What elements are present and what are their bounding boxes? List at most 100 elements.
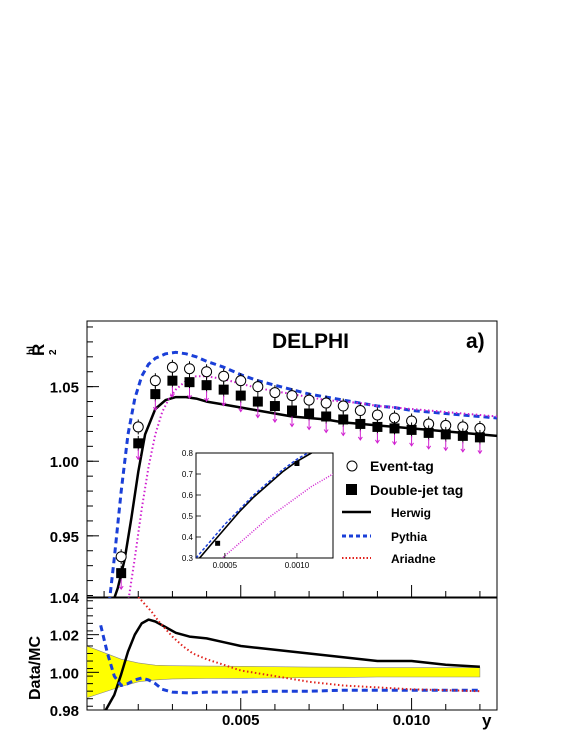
event-tag-point <box>218 368 230 384</box>
double-jet-tag-marker <box>474 432 485 443</box>
panel-label: a) <box>466 330 485 353</box>
systematic-arrow-head <box>187 394 192 400</box>
systematic-arrow-head <box>375 439 380 444</box>
event-tag-point <box>115 549 127 565</box>
inset-herwig-line <box>198 453 314 558</box>
event-tag-marker <box>166 361 178 373</box>
double-jet-tag-marker <box>338 414 349 425</box>
event-tag-marker <box>218 370 230 382</box>
double-jet-tag-marker <box>150 389 161 400</box>
systematic-arrow-head <box>409 442 414 447</box>
event-tag-point <box>132 419 144 435</box>
series-ariadne-line <box>127 375 497 598</box>
chart-title: DELPHI <box>272 330 349 353</box>
ratio-y-tick-label: 0.98 <box>50 703 79 720</box>
legend-double-jet-tag-label: Double-jet tag <box>370 482 463 498</box>
systematic-arrow-head <box>255 414 261 419</box>
systematic-arrow-head <box>289 423 295 428</box>
inset-curves-layer <box>196 453 333 558</box>
event-tag-point <box>184 361 195 377</box>
main-y-axis-label: R bl 2 <box>26 344 59 356</box>
event-tag-marker <box>201 366 213 378</box>
systematic-arrow-head <box>221 402 227 407</box>
event-tag-point <box>235 373 247 389</box>
double-jet-tag-marker <box>269 401 280 412</box>
double-jet-tag-point <box>201 377 212 393</box>
event-tag-marker <box>235 375 247 387</box>
legend-event-tag-marker <box>346 460 358 472</box>
event-tag-marker <box>354 405 366 417</box>
systematic-arrow-head <box>392 441 397 446</box>
double-jet-tag-marker <box>167 375 178 386</box>
systematic-arrow-head <box>152 406 158 412</box>
inset-y-tick-label: 0.8 <box>182 449 194 458</box>
double-jet-tag-marker <box>287 405 297 416</box>
main-y-tick-label: 1.00 <box>50 454 79 471</box>
double-jet-tag-marker <box>235 390 246 401</box>
event-tag-point <box>286 388 298 404</box>
double-jet-tag-point <box>423 425 434 441</box>
event-tag-point <box>201 364 213 380</box>
double-jet-tag-marker <box>116 568 127 579</box>
double-jet-tag-point <box>457 428 468 444</box>
event-tag-marker <box>184 363 195 375</box>
double-jet-tag-marker <box>133 438 144 449</box>
double-jet-tag-marker <box>184 377 195 388</box>
main-y-axis-label-base: R <box>29 344 48 356</box>
axes-layer: 0.95 1.00 1.05 0.005 0.010 0.98 1.00 1.02 1.04 <box>50 326 481 729</box>
double-jet-tag-point <box>474 429 485 445</box>
event-tag-point <box>337 398 349 414</box>
ratio-uncertainty-band <box>87 645 481 699</box>
event-tag-point <box>320 395 332 411</box>
inset-x-tick-label: 0.0005 <box>213 561 238 570</box>
ratio-ariadne-line <box>137 597 480 693</box>
ratio-uncertainty-band-layer <box>87 645 481 699</box>
double-jet-tag-point <box>133 435 144 451</box>
event-tag-marker <box>132 421 144 433</box>
double-jet-tag-point <box>338 412 349 427</box>
event-tag-marker <box>115 551 127 563</box>
main-y-tick-label: 0.95 <box>50 529 79 546</box>
inset-double-jet-tag-marker <box>294 461 300 466</box>
event-tag-marker <box>269 387 281 399</box>
ratio-plot-frame <box>86 596 498 711</box>
main-points-layer <box>115 359 486 591</box>
double-jet-tag-marker <box>457 430 468 441</box>
double-jet-tag-point <box>184 374 195 390</box>
inset-y-tick-label: 0.6 <box>182 491 194 500</box>
double-jet-tag-marker <box>321 411 332 422</box>
systematic-arrow-head <box>135 456 141 461</box>
inset-y-tick-label: 0.3 <box>182 554 194 563</box>
event-tag-marker <box>149 375 161 387</box>
main-plot-frame <box>86 320 498 599</box>
event-tag-marker <box>320 397 332 409</box>
systematic-arrow-head <box>323 429 329 434</box>
double-jet-tag-marker <box>440 429 451 440</box>
double-jet-tag-point <box>218 382 229 398</box>
legend-herwig-label: Herwig <box>391 506 431 520</box>
double-jet-tag-marker <box>389 423 400 434</box>
systematic-arrow-head <box>460 448 466 453</box>
event-tag-marker <box>303 394 315 406</box>
x-tick-label: 0.010 <box>393 712 431 729</box>
ratio-y-tick-label: 1.00 <box>50 665 79 682</box>
event-tag-marker <box>337 400 349 412</box>
double-jet-tag-point <box>321 409 332 424</box>
double-jet-tag-marker <box>252 396 263 407</box>
ratio-pythia-line <box>99 624 480 695</box>
inset-pythia-line <box>196 453 310 558</box>
inset-plot-frame <box>195 452 334 559</box>
event-tag-point <box>149 373 161 389</box>
double-jet-tag-point <box>287 403 297 418</box>
double-jet-tag-point <box>304 406 315 421</box>
series-pythia-line <box>108 350 497 598</box>
event-tag-marker <box>252 381 264 393</box>
legend-double-jet-tag-marker <box>346 484 357 495</box>
double-jet-tag-point <box>355 416 366 432</box>
event-tag-point <box>166 359 178 375</box>
main-y-tick-label: 1.05 <box>50 380 79 397</box>
double-jet-tag-marker <box>218 384 229 395</box>
double-jet-tag-point <box>440 426 451 442</box>
legend-ariadne-label: Ariadne <box>391 552 436 566</box>
systematic-arrow-head <box>477 450 483 455</box>
